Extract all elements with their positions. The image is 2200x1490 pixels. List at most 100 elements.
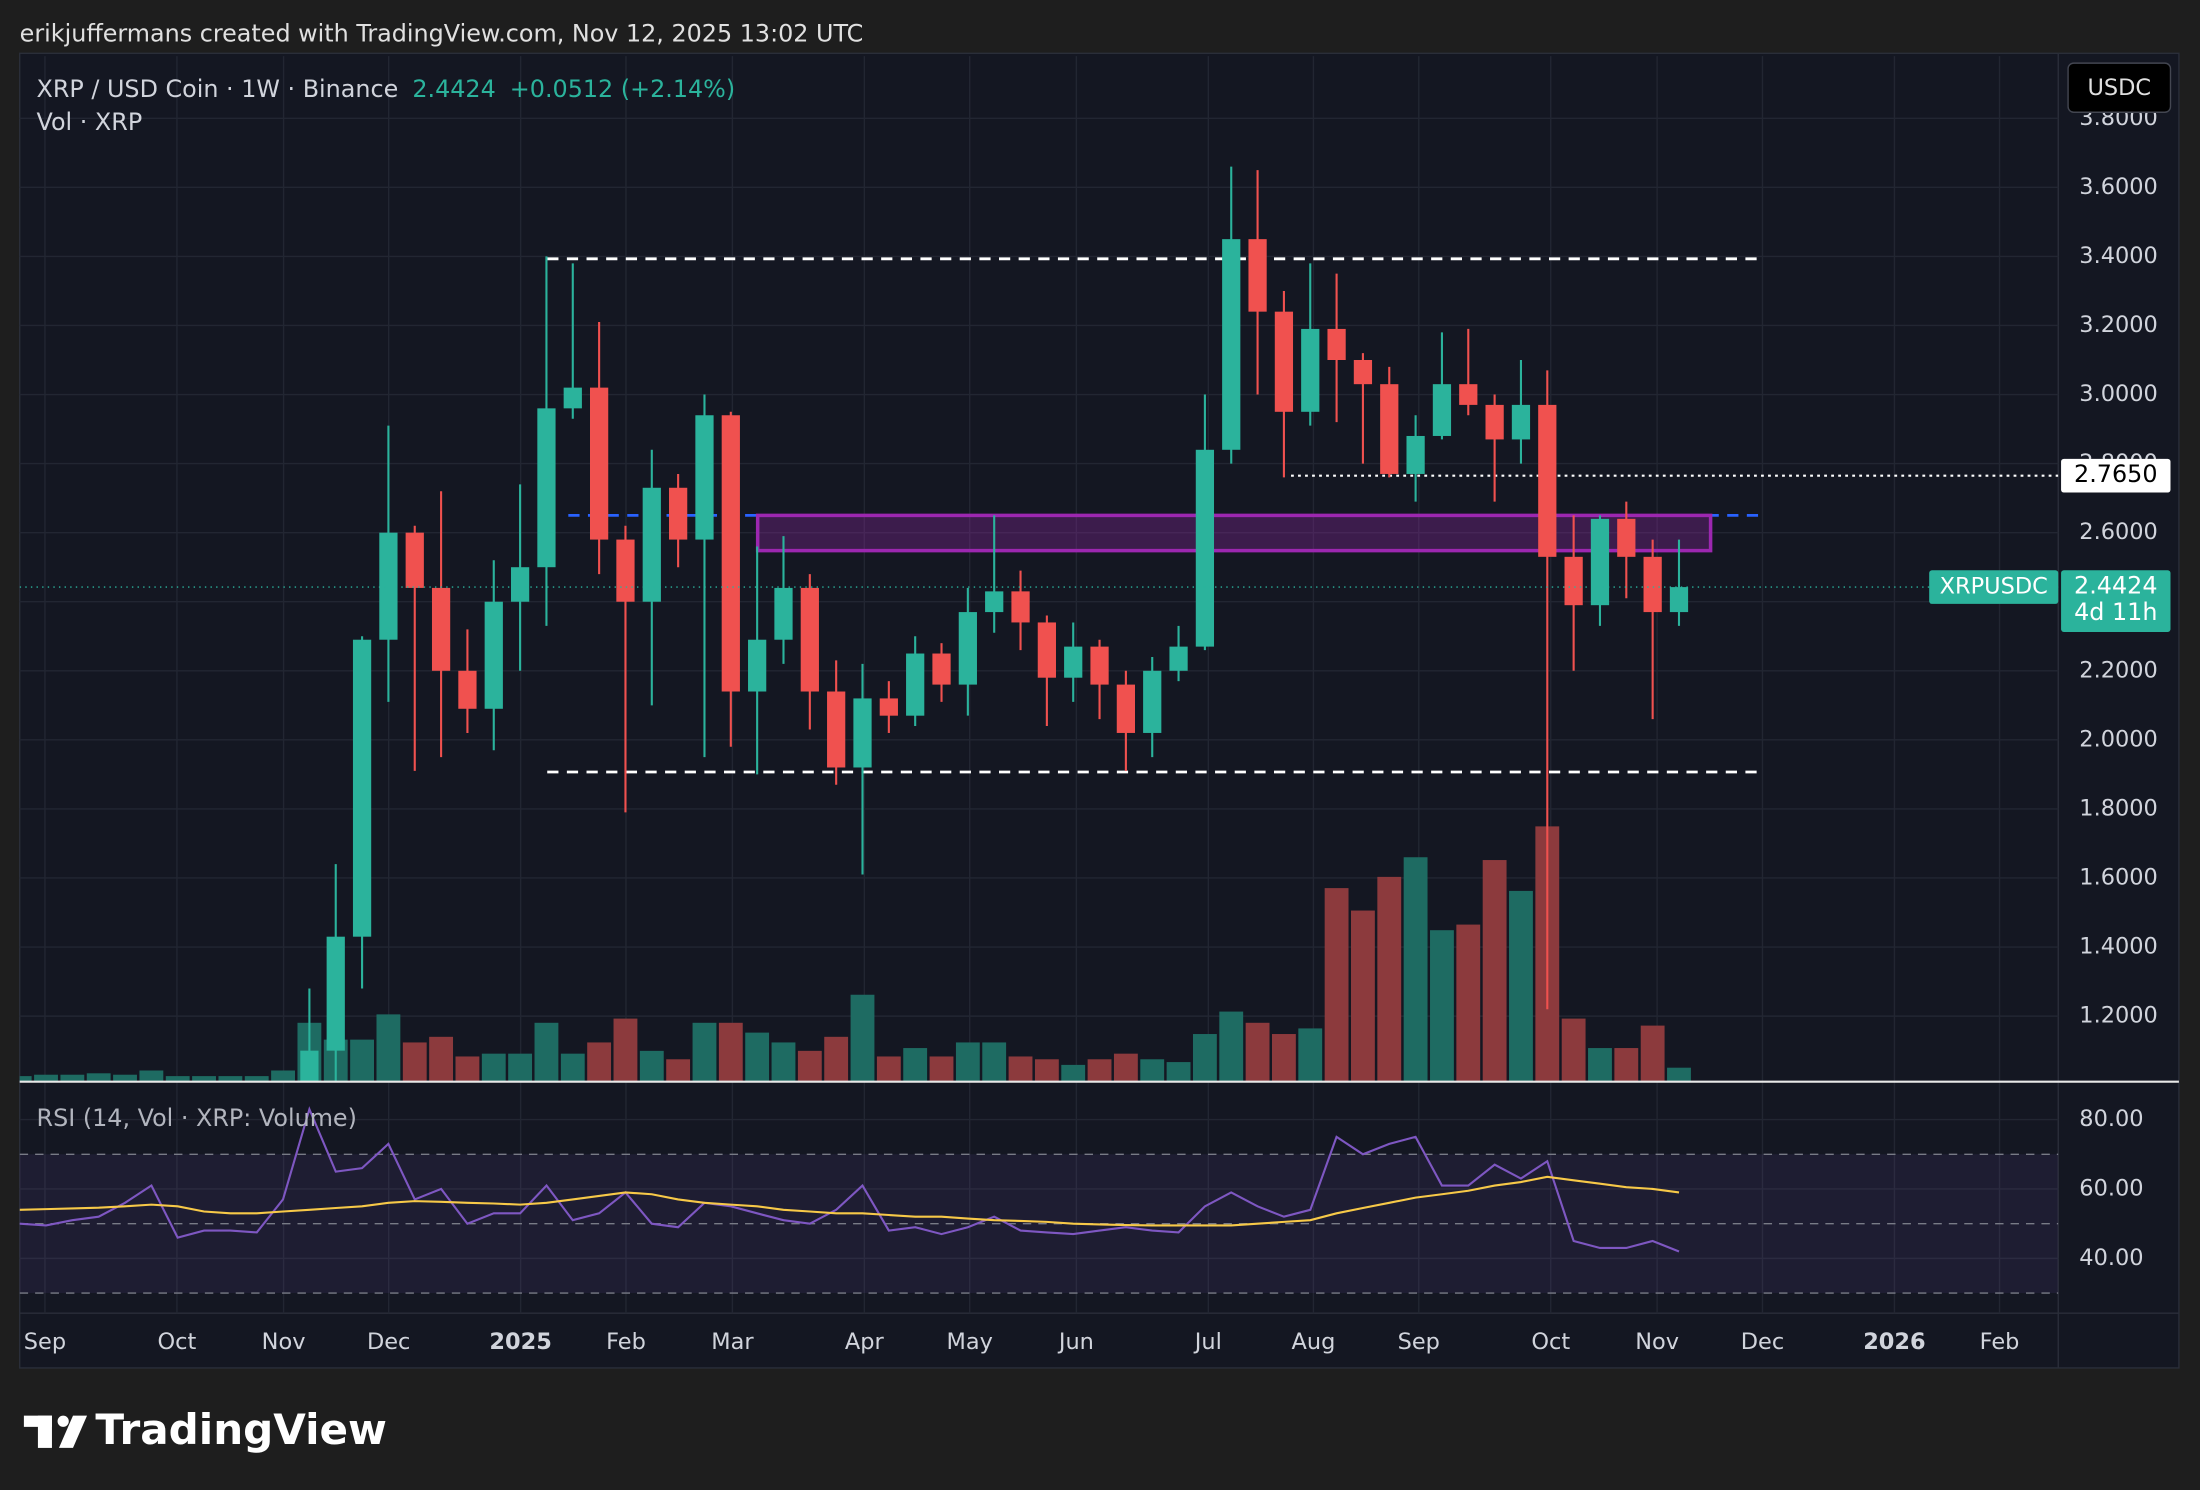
last-price: 2.4424 <box>412 74 495 102</box>
candle-body <box>642 487 661 602</box>
y-tick-label: 3.4000 <box>2079 243 2158 269</box>
volume-legend: Vol · XRP <box>37 108 143 136</box>
currency[interactable]: USDC <box>2087 75 2151 101</box>
volume-bar <box>19 1076 32 1082</box>
y-tick-label: 3.6000 <box>2079 174 2158 200</box>
candle-body <box>958 612 977 685</box>
volume-bar <box>1667 1067 1691 1082</box>
candle-body <box>1116 684 1136 733</box>
volume-bar <box>376 1014 401 1082</box>
volume-bar <box>876 1056 901 1082</box>
x-tick-label: Dec <box>367 1329 410 1355</box>
candle-body <box>932 653 951 685</box>
volume-bar <box>1008 1056 1033 1082</box>
symbol-label: XRPUSDC <box>1940 574 2048 600</box>
volume-bar <box>139 1070 164 1082</box>
volume-bar <box>1430 930 1454 1082</box>
volume-bar <box>1166 1062 1191 1082</box>
volume-bar <box>982 1042 1007 1082</box>
volume-bar <box>429 1036 454 1082</box>
volume-bar <box>1351 910 1375 1082</box>
candle-body <box>1511 404 1531 440</box>
candle-body <box>405 532 424 588</box>
attribution: erikjuffermans created with TradingView.… <box>20 20 864 48</box>
volume-bar <box>639 1050 664 1082</box>
volume-bar <box>534 1022 559 1082</box>
candle-body <box>1432 384 1452 436</box>
candle-body <box>1485 404 1504 440</box>
volume-bar <box>218 1076 243 1082</box>
candle-body <box>1380 384 1399 474</box>
x-tick-label: Oct <box>1531 1329 1570 1355</box>
x-tick-label: Jul <box>1193 1329 1222 1355</box>
candle-body <box>1222 239 1241 450</box>
volume-bar <box>1482 860 1507 1082</box>
price-change: +0.0512 (+2.14%) <box>510 74 735 102</box>
candle-body <box>774 587 793 640</box>
x-tick-label: May <box>947 1329 993 1355</box>
candle-body <box>1037 622 1056 678</box>
candle-body <box>431 587 451 671</box>
volume-bar <box>560 1053 585 1082</box>
x-tick-label: Aug <box>1292 1329 1336 1355</box>
volume-bar <box>34 1074 58 1082</box>
volume-bar <box>745 1032 770 1082</box>
rsi-pane <box>19 1106 2059 1294</box>
x-tick-label: Nov <box>262 1329 306 1355</box>
candle-body <box>484 601 503 709</box>
volume-bar <box>955 1042 980 1082</box>
candle-body <box>827 691 846 768</box>
x-tick-label: Sep <box>1398 1329 1440 1355</box>
volume-bar <box>1377 876 1402 1082</box>
y-tick-label: 2.6000 <box>2079 519 2158 545</box>
volume-bar <box>718 1022 743 1082</box>
x-tick-label: Nov <box>1635 1329 1679 1355</box>
candle-body <box>1301 328 1320 412</box>
candle-body <box>352 639 372 937</box>
volume-bar <box>86 1073 111 1082</box>
volume-bar <box>1456 924 1481 1082</box>
y-tick-label: 2.2000 <box>2079 657 2158 683</box>
logo-text: TradingView <box>95 1405 387 1454</box>
candle-body <box>300 1050 319 1082</box>
axes: Sep Oct Nov Dec 2025 Feb Mar Apr May Jun Jul Aug Sep… <box>24 105 2171 1355</box>
x-tick-label: 2025 <box>489 1329 551 1355</box>
volume-bar <box>1509 890 1533 1082</box>
rsi-line <box>19 1175 1680 1227</box>
candle-body <box>800 587 819 692</box>
symbol-box <box>1929 570 2059 604</box>
candle-body <box>537 408 556 568</box>
x-tick-label: Oct <box>158 1329 197 1355</box>
candle-body <box>1169 646 1188 671</box>
candle-body <box>1143 670 1162 733</box>
symbol-title: XRP / USD Coin · 1W · Binance <box>37 74 399 102</box>
volume-bar <box>244 1076 269 1082</box>
candle-body <box>1590 518 1610 606</box>
currency-box[interactable] <box>2067 62 2172 113</box>
price-label: 2.7650 <box>2074 460 2157 488</box>
candle-body <box>1064 646 1083 678</box>
candle-body <box>1617 518 1636 557</box>
candle-body <box>721 415 740 692</box>
volume-bar <box>481 1053 506 1082</box>
volume-bar <box>613 1018 638 1082</box>
candle-body <box>1459 384 1478 405</box>
volume-bar <box>587 1042 612 1082</box>
logo: TradingView <box>23 1405 387 1454</box>
candle-body <box>1327 328 1346 361</box>
zone <box>755 513 1713 553</box>
volume-bar <box>771 1042 796 1082</box>
volume-bar <box>455 1056 480 1082</box>
volume-bar <box>1271 1034 1296 1082</box>
candle-body <box>510 567 530 602</box>
logo-icon <box>37 1415 52 1448</box>
candle-body <box>1406 435 1425 474</box>
x-tick-label: Sep <box>24 1329 66 1355</box>
volume-bar <box>165 1076 190 1082</box>
candle-body <box>1353 360 1373 385</box>
volume-bar <box>1588 1048 1612 1082</box>
legend: XRP / USD Coin · 1W · Binance 2.4424 +0.05… <box>37 74 736 102</box>
volume-bar <box>666 1059 691 1082</box>
volume-bar <box>824 1036 849 1082</box>
